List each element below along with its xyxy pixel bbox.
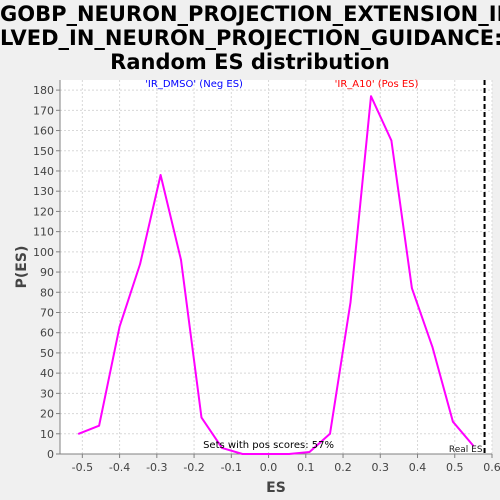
x-tick-label: 0.4 [409, 461, 427, 474]
data-point [139, 263, 141, 265]
y-tick-label: 0 [47, 448, 54, 461]
y-tick-label: 150 [33, 145, 54, 158]
x-tick-label: -0.1 [221, 461, 242, 474]
data-point [452, 420, 454, 423]
annotation-layer: Real ES 'IR_DMSO' (Neg ES) 'IR_A10' (Pos E… [145, 79, 483, 455]
x-tick-label: 0.6 [483, 461, 500, 474]
y-tick-label: 140 [33, 165, 54, 178]
data-point [411, 287, 413, 290]
data-point [267, 453, 270, 455]
y-tick-label: 80 [40, 286, 54, 299]
x-tick-label: 0.3 [372, 461, 390, 474]
data-point [390, 139, 393, 142]
data-point [241, 453, 244, 455]
random-es-line [78, 95, 475, 455]
y-tick-label: 60 [40, 327, 54, 340]
data-point [77, 432, 80, 435]
grid-layer [60, 80, 493, 455]
x-tick-label: -0.5 [72, 461, 93, 474]
y-tick-label: 50 [40, 347, 54, 360]
y-axis-label: P(ES) [14, 246, 30, 289]
x-tick-label: -0.2 [183, 461, 204, 474]
data-point [288, 453, 290, 455]
axis-layer: -0.5 -0.4 -0.3 -0.2 -0.1 0.0 0.1 0.2 0.3 0.4 0.5 0.… [33, 80, 500, 474]
y-tick-label: 180 [33, 84, 54, 97]
data-point [472, 445, 475, 447]
data-point [200, 416, 203, 419]
chart-title-line-2: LVED_IN_NEURON_PROJECTION_GUIDANCE: [0, 26, 500, 50]
data-point [329, 432, 331, 435]
x-tick-label: -0.4 [109, 461, 130, 474]
x-tick-label: 0.5 [446, 461, 464, 474]
x-tick-label: 0.1 [297, 461, 315, 474]
data-point [180, 259, 182, 261]
y-tick-label: 100 [33, 246, 54, 259]
data-point [308, 451, 311, 453]
annotation-text: Sets with pos scores: 57% [203, 440, 334, 451]
x-axis-label: ES [266, 480, 286, 496]
annotation-text: 'IR_A10' (Pos ES) [335, 79, 419, 90]
y-tick-label: 10 [40, 428, 54, 441]
y-tick-label: 40 [40, 367, 54, 380]
data-point [221, 447, 223, 449]
y-tick-label: 20 [40, 408, 54, 421]
series-layer [77, 80, 486, 455]
data-point [118, 325, 121, 328]
y-tick-label: 170 [33, 104, 54, 117]
y-tick-label: 160 [33, 125, 54, 138]
data-point [98, 424, 100, 427]
y-tick-label: 70 [40, 306, 54, 319]
y-tick-label: 120 [33, 205, 54, 218]
chart-title-line-1: GOBP_NEURON_PROJECTION_EXTENSION_INVO [0, 2, 500, 26]
x-tick-label: 0.0 [260, 461, 278, 474]
plot-area [60, 80, 492, 454]
y-tick-label: 30 [40, 387, 54, 400]
annotation-text: 'IR_DMSO' (Neg ES) [145, 79, 243, 90]
data-point [431, 346, 434, 348]
data-point [159, 174, 162, 176]
real-es-label: Real ES [449, 445, 483, 455]
y-tick-label: 90 [40, 266, 54, 279]
data-point [370, 95, 372, 97]
data-point [349, 301, 352, 304]
chart-title: GOBP_NEURON_PROJECTION_EXTENSION_INVO LV… [0, 2, 500, 74]
x-tick-label: -0.3 [146, 461, 167, 474]
x-tick-label: 0.2 [334, 461, 352, 474]
y-tick-label: 110 [33, 226, 54, 239]
chart-title-line-3: Random ES distribution [110, 50, 390, 74]
y-tick-label: 130 [33, 185, 54, 198]
